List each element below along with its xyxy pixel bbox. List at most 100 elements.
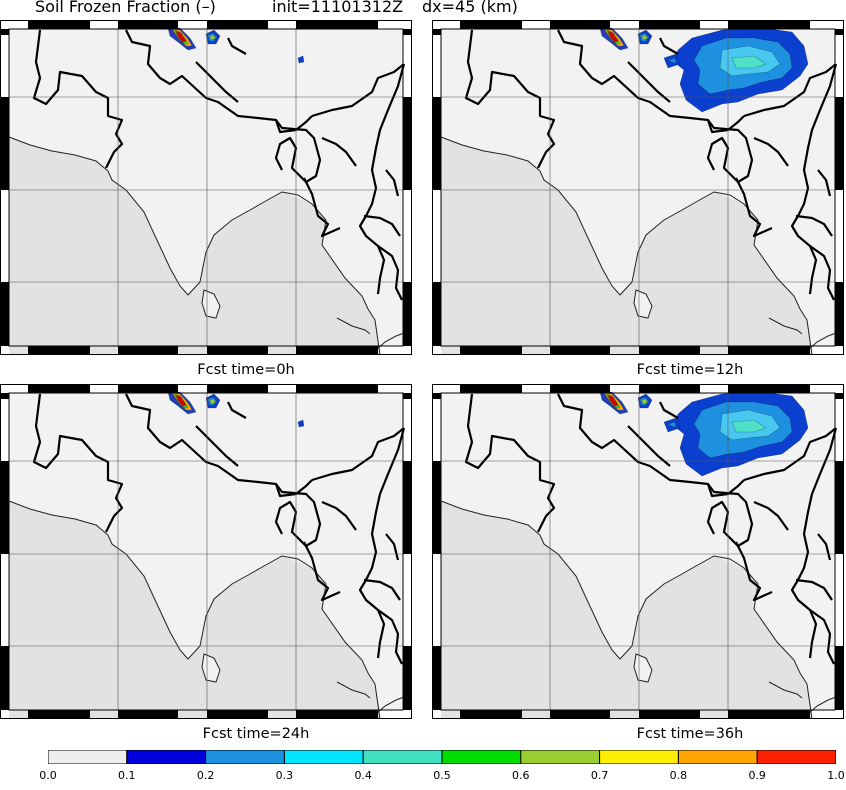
forecast-time-label: Fcst time=12h [636,362,744,378]
border-tick [28,384,90,393]
border-tick [550,384,610,393]
border-tick [0,282,9,346]
country-border [125,29,313,134]
sea-area [9,137,380,355]
frozen-fraction-contour [641,398,648,405]
border-tick [0,393,9,399]
border-tick [296,346,378,355]
border-tick [460,384,522,393]
country-border [464,29,556,169]
colorbar-tick-label: 0.3 [275,769,294,782]
frozen-fraction-contour [297,419,305,428]
country-border [735,541,773,602]
border-tick [28,20,90,29]
map-content [440,391,838,719]
country-border [735,177,773,238]
map-panel-0h [0,20,412,355]
map-panel-12h [432,20,844,355]
frozen-fraction-contour [731,419,767,433]
variable-title: Soil Frozen Fraction (–) [35,0,216,16]
map-panel-24h [0,384,412,719]
border-tick [207,20,268,29]
sea-area [441,501,812,719]
country-border [303,541,341,602]
border-tick [639,384,700,393]
coastline [768,317,803,335]
border-tick [835,646,844,710]
border-tick [28,346,90,355]
frozen-fraction-contour [209,34,216,41]
colorbar-segment [205,750,285,764]
country-border [557,29,745,134]
frozen-fraction-contour [297,55,305,64]
country-border [321,500,357,531]
border-tick [432,461,441,554]
forecast-time-label: Fcst time=24h [202,726,310,742]
border-tick [118,346,178,355]
country-border [627,61,671,103]
colorbar-segment [283,750,364,764]
country-border [809,609,835,665]
country-border [321,136,357,167]
country-border [32,393,124,533]
frozen-fraction-contour [731,55,767,69]
colorbar-tick-label: 0.0 [39,769,57,782]
colorbar-segment [126,750,207,764]
map-content [8,27,406,355]
border-tick [207,710,268,719]
country-border [464,393,556,533]
country-border [743,63,837,118]
sri-lanka [633,289,653,319]
country-border [303,177,341,238]
border-tick [296,20,378,29]
border-tick [728,346,810,355]
border-tick [728,384,810,393]
border-tick [639,346,700,355]
frozen-fraction-contour [607,394,619,407]
border-tick [403,282,412,346]
border-tick [0,29,9,35]
country-border [817,169,832,197]
country-border [809,245,835,301]
map-svg [0,20,412,355]
colorbar-segment [441,750,522,764]
colorbar-tick-label: 0.6 [512,769,530,782]
coastline [336,681,371,699]
sri-lanka [201,289,221,319]
country-border [795,578,833,601]
resolution-label: dx=45 (km) [422,0,518,16]
frozen-fraction-contour [667,421,677,429]
colorbar-tick-label: 0.7 [590,769,609,782]
border-tick [403,29,412,35]
forecast-time-label: Fcst time=36h [636,726,744,742]
country-border [385,169,400,197]
country-border [753,136,789,167]
frozen-fraction-contour [667,57,677,65]
country-border [227,37,247,55]
country-border [795,214,833,237]
coastline [440,500,813,719]
frozen-fraction-contour [607,30,619,43]
border-tick [460,710,522,719]
border-tick [0,646,9,710]
colorbar-tick-label: 0.9 [748,769,766,782]
border-tick [639,710,700,719]
border-tick [403,646,412,710]
border-tick [403,393,412,399]
border-tick [550,346,610,355]
map-content [8,391,406,719]
border-tick [432,393,441,399]
coastline [440,136,813,355]
init-time-label: init=11101312Z [272,0,404,16]
border-tick [550,20,610,29]
country-border [32,29,124,169]
border-tick [296,384,378,393]
border-tick [28,710,90,719]
country-border [227,401,247,419]
map-svg [0,384,412,719]
colorbar-segment [677,750,758,764]
border-tick [835,29,844,35]
map-svg [432,20,844,355]
border-tick [118,710,178,719]
colorbar-segment [48,750,128,764]
